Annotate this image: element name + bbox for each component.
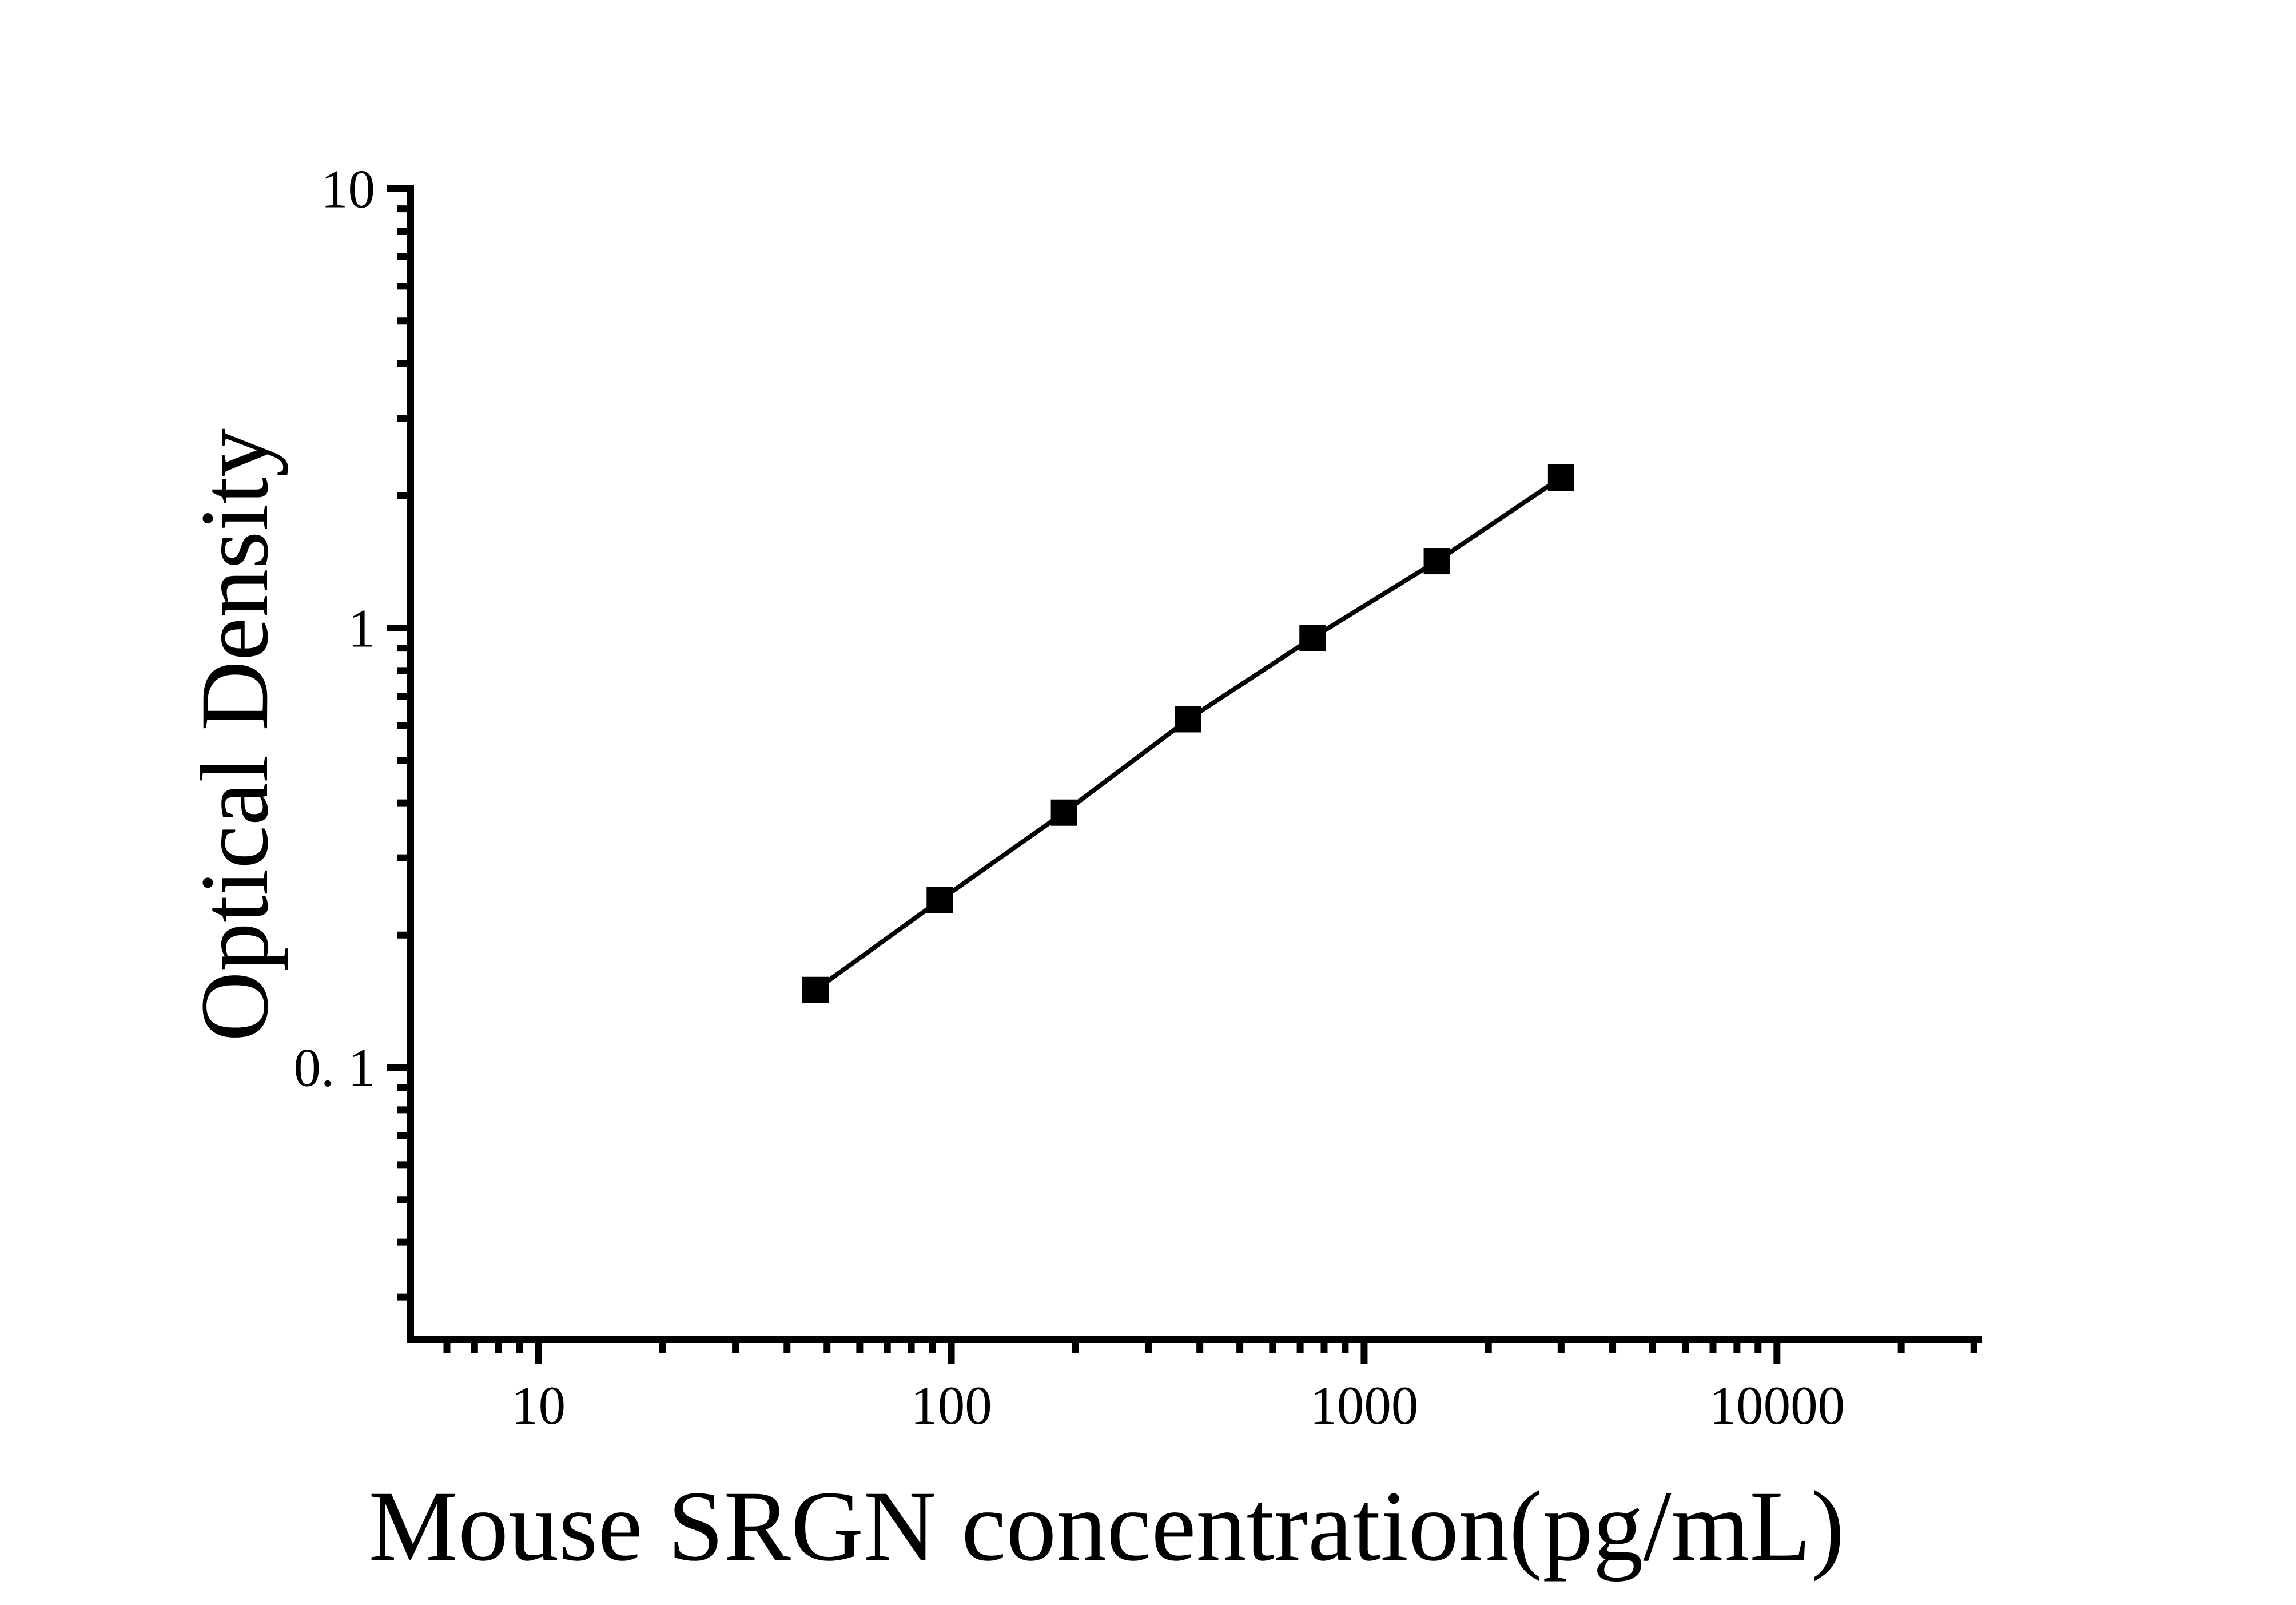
tick-labels: 10 1 0. 1 10 100 1000 10000 bbox=[294, 158, 1845, 1436]
y-tick-label: 0. 1 bbox=[294, 1037, 376, 1098]
y-tick-label: 10 bbox=[321, 158, 375, 219]
data-point-marker bbox=[1299, 625, 1326, 651]
x-tick-label: 10 bbox=[511, 1375, 566, 1436]
data-point-marker bbox=[926, 887, 953, 913]
x-tick-label: 10000 bbox=[1709, 1375, 1845, 1436]
data-point-marker bbox=[1175, 706, 1201, 733]
data-point-marker bbox=[1423, 548, 1450, 575]
x-tick-label: 100 bbox=[910, 1375, 992, 1436]
data-point-marker bbox=[1547, 464, 1574, 491]
data-point-marker bbox=[802, 976, 829, 1003]
x-axis-title: Mouse SRGN concentration(pg/mL) bbox=[368, 1471, 1845, 1582]
y-axis-title: Optical Density bbox=[181, 428, 288, 1042]
axis-spines bbox=[407, 185, 1982, 1343]
x-tick-label: 1000 bbox=[1310, 1375, 1418, 1436]
data-points bbox=[802, 464, 1574, 1003]
y-tick-label: 1 bbox=[348, 598, 376, 658]
axis-ticks bbox=[387, 185, 1977, 1364]
data-point-marker bbox=[1050, 799, 1077, 826]
